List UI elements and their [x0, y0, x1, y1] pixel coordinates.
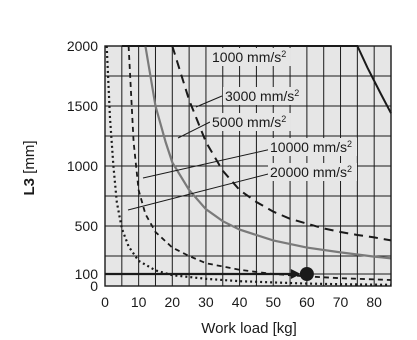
- series-line-5: [105, 45, 392, 286]
- y-axis-title-bold: L3: [21, 178, 38, 196]
- x-tick-label: 70: [333, 294, 349, 310]
- label-leader-line: [142, 147, 277, 179]
- x-tick-label: 30: [198, 294, 214, 310]
- y-tick-label: 1000: [67, 158, 98, 174]
- x-axis-title: Work load [kg]: [201, 320, 297, 337]
- annotation-marker: [299, 267, 314, 281]
- series-label-2: 3000 mm/s2: [225, 88, 299, 104]
- plot-frame: [104, 45, 392, 287]
- y-tick-label: 2000: [67, 38, 98, 54]
- label-leader-line: [177, 121, 211, 139]
- label-leader-line: [195, 95, 223, 108]
- x-tick-label: 40: [232, 294, 248, 310]
- series-label-5: 20000 mm/s2: [270, 164, 352, 180]
- series-label-1: 1000 mm/s2: [212, 49, 286, 65]
- y-axis-title-unit: [mm]: [21, 140, 38, 178]
- x-tick-label: 60: [299, 294, 315, 310]
- y-tick-label: 500: [75, 218, 99, 234]
- series-line-4: [127, 45, 392, 281]
- x-tick-label: 80: [366, 294, 382, 310]
- series-line-3: [144, 45, 392, 260]
- y-tick-label: 0: [90, 278, 98, 294]
- x-tick-label: 50: [265, 294, 281, 310]
- series-label-4: 10000 mm/s2: [270, 139, 352, 155]
- x-tick-label: 20: [165, 294, 181, 310]
- label-background: [268, 163, 357, 181]
- x-tick-label: 10: [131, 294, 147, 310]
- y-tick-label: 1500: [67, 98, 98, 114]
- label-background: [210, 48, 291, 66]
- label-leader-line: [127, 171, 277, 211]
- series-line-2: [171, 45, 392, 242]
- y-axis-title: L3 [mm]: [21, 140, 38, 195]
- series-label-3: 5000 mm/s2: [212, 114, 286, 130]
- label-background: [268, 138, 357, 156]
- label-background: [223, 87, 304, 105]
- y-tick-label: 100: [75, 266, 99, 282]
- label-background: [210, 113, 291, 131]
- x-tick-label: 0: [101, 294, 109, 310]
- annotation-arrowhead: [290, 269, 301, 279]
